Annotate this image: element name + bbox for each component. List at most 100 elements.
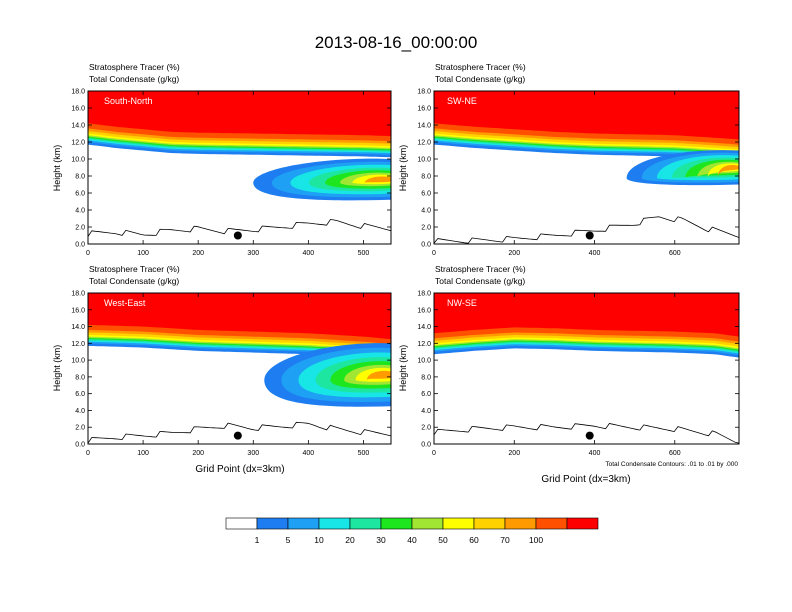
- y-axis-label: Height (km): [52, 345, 62, 392]
- y-tick-label: 18.0: [71, 89, 85, 96]
- y-tick-label: 2.0: [421, 425, 431, 432]
- x-tick-label: 0: [86, 250, 90, 257]
- y-tick-label: 0.0: [75, 442, 85, 449]
- cross-section-label: SW-NE: [447, 96, 477, 106]
- colorbar: 1 5 10 20 30 40 50 60 70 100: [225, 517, 599, 545]
- y-tick-label: 12.0: [417, 341, 431, 348]
- x-tick-label: 100: [137, 450, 149, 457]
- panel-title-condensate: Total Condensate (g/kg): [89, 74, 179, 84]
- panel-title-tracer: Stratosphere Tracer (%): [89, 62, 180, 72]
- colorbar-swatch-11: [566, 517, 599, 530]
- y-tick-label: 0.0: [75, 242, 85, 249]
- x-tick-label: 100: [137, 250, 149, 257]
- colorbar-swatch-6: [411, 517, 444, 530]
- colorbar-swatch-7: [442, 517, 475, 530]
- location-marker: [233, 231, 242, 240]
- panel-title-condensate: Total Condensate (g/kg): [435, 74, 525, 84]
- colorbar-tick-label: 70: [500, 535, 510, 545]
- intrusion-layer-7: [364, 176, 391, 183]
- y-tick-label: 0.0: [421, 242, 431, 249]
- y-tick-label: 14.0: [417, 324, 431, 331]
- y-tick-label: 8.0: [75, 174, 85, 181]
- plot-frame: [433, 90, 740, 245]
- tracer-band-0: [434, 293, 739, 337]
- colorbar-swatch-9: [504, 517, 537, 530]
- x-tick-label: 200: [508, 250, 520, 257]
- colorbar-swatch-8: [473, 517, 506, 530]
- tracer-band-0: [88, 293, 391, 340]
- terrain-line: [88, 421, 391, 444]
- x-tick-label: 600: [669, 250, 681, 257]
- y-tick-label: 10.0: [71, 358, 85, 365]
- intrusion-layer-7: [366, 370, 391, 381]
- y-tick-label: 18.0: [417, 291, 431, 298]
- x-tick-label: 400: [303, 450, 315, 457]
- location-marker: [585, 231, 594, 240]
- panel-title-condensate: Total Condensate (g/kg): [435, 276, 525, 286]
- colorbar-swatch-5: [380, 517, 413, 530]
- plot-frame: [87, 90, 392, 245]
- x-axis-label: Grid Point (dx=3km): [541, 474, 630, 485]
- colorbar-swatch-0: [225, 517, 258, 530]
- colorbar-tick-label: 60: [469, 535, 479, 545]
- y-tick-label: 12.0: [71, 341, 85, 348]
- panel-title-tracer: Stratosphere Tracer (%): [435, 264, 526, 274]
- x-tick-label: 200: [508, 450, 520, 457]
- y-tick-label: 0.0: [421, 442, 431, 449]
- y-tick-label: 4.0: [421, 408, 431, 415]
- y-tick-label: 6.0: [421, 191, 431, 198]
- y-tick-label: 16.0: [71, 106, 85, 113]
- y-tick-label: 2.0: [75, 225, 85, 232]
- plot-frame: [433, 292, 740, 445]
- colorbar-tick-label: 50: [438, 535, 448, 545]
- colorbar-tick-label: 100: [529, 535, 543, 545]
- colorbar-tick-label: 5: [286, 535, 291, 545]
- plot-area: [434, 293, 739, 444]
- cross-section-label: West-East: [104, 298, 146, 308]
- page-title: 2013-08-16_00:00:00: [315, 33, 478, 52]
- axes: 0 100 200 300 400 500 0.0 2.0 4.0 6.0 8.0 10.0 12.0 1…: [71, 291, 391, 457]
- y-tick-label: 6.0: [421, 391, 431, 398]
- y-tick-label: 16.0: [417, 106, 431, 113]
- y-tick-label: 10.0: [417, 157, 431, 164]
- colorbar-tick-label: 10: [314, 535, 324, 545]
- y-axis-label: Height (km): [52, 145, 62, 192]
- location-marker: [585, 431, 594, 440]
- plot-area: [88, 293, 391, 444]
- cross-section-label: NW-SE: [447, 298, 477, 308]
- x-tick-label: 200: [192, 450, 204, 457]
- terrain-line: [88, 219, 391, 237]
- y-tick-label: 4.0: [421, 208, 431, 215]
- axes: 0 100 200 300 400 500 0.0 2.0 4.0 6.0 8.0 10.0 12.0 1…: [71, 89, 391, 257]
- y-tick-label: 10.0: [71, 157, 85, 164]
- axes: 0 200 400 600 0.0 2.0 4.0 6.0 8.0 10.0 12.0 14.0 16.…: [417, 291, 739, 457]
- plot-area: [88, 91, 391, 240]
- x-tick-label: 600: [669, 450, 681, 457]
- y-tick-label: 2.0: [421, 225, 431, 232]
- terrain-line: [434, 216, 739, 244]
- colorbar-tick-label: 20: [345, 535, 355, 545]
- x-tick-label: 400: [589, 450, 601, 457]
- y-tick-label: 16.0: [417, 307, 431, 314]
- y-tick-label: 16.0: [71, 307, 85, 314]
- location-marker: [233, 431, 242, 440]
- tracer-band-0: [88, 91, 391, 137]
- cross-section-label: South-North: [104, 96, 153, 106]
- colorbar-tick-label: 1: [255, 535, 260, 545]
- panel-nw-se: Stratosphere Tracer (%) Total Condensate…: [398, 264, 740, 485]
- x-tick-label: 200: [192, 250, 204, 257]
- x-tick-label: 0: [432, 450, 436, 457]
- y-tick-label: 6.0: [75, 391, 85, 398]
- panel-west-east: Stratosphere Tracer (%) Total Condensate…: [52, 264, 392, 475]
- plot-frame: [87, 292, 392, 445]
- y-tick-label: 14.0: [71, 324, 85, 331]
- y-tick-label: 2.0: [75, 425, 85, 432]
- x-tick-label: 300: [247, 250, 259, 257]
- y-tick-label: 8.0: [421, 374, 431, 381]
- y-tick-label: 4.0: [75, 408, 85, 415]
- y-tick-label: 14.0: [71, 123, 85, 130]
- plot-area: [434, 91, 739, 244]
- y-tick-label: 18.0: [417, 89, 431, 96]
- panel-title-tracer: Stratosphere Tracer (%): [89, 264, 180, 274]
- x-tick-label: 300: [247, 450, 259, 457]
